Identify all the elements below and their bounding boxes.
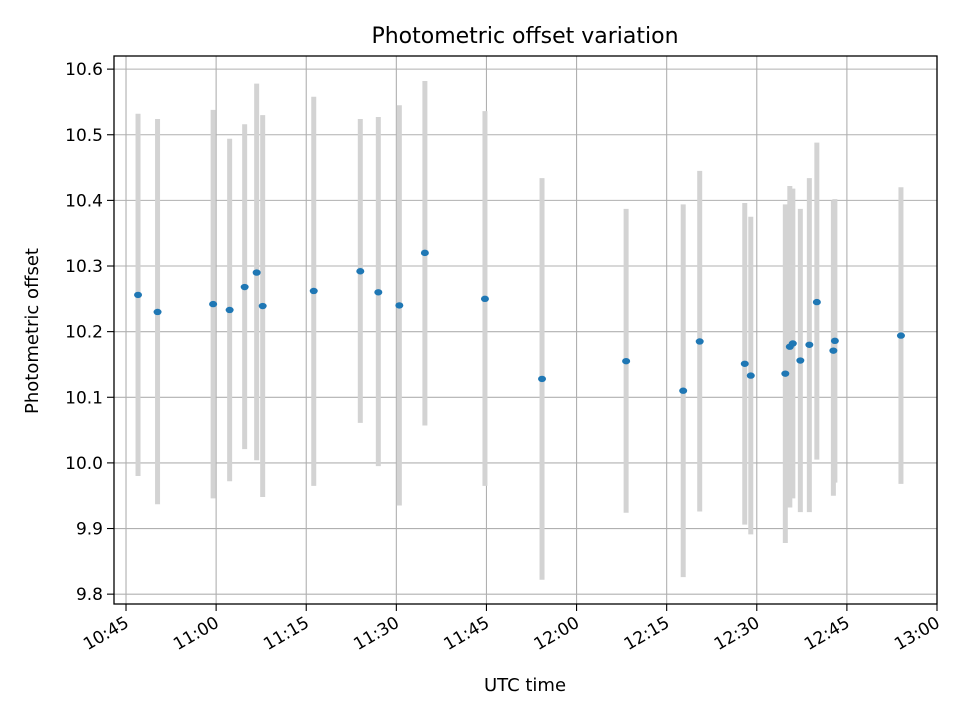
data-point xyxy=(788,340,797,347)
y-tick-label: 10.1 xyxy=(65,388,103,408)
x-axis-label: UTC time xyxy=(484,675,566,696)
data-point xyxy=(830,337,839,345)
data-point xyxy=(240,283,249,291)
data-point xyxy=(695,338,704,345)
plot-frame xyxy=(113,55,938,605)
y-axis-ticks: 9.8 9.9 10.0 10.1 10.2 10.3 10.4 10.5 10.6 xyxy=(65,60,114,605)
data-point xyxy=(356,268,365,275)
data-point xyxy=(258,302,267,310)
data-point xyxy=(622,357,631,365)
data-point xyxy=(812,298,821,306)
data-point xyxy=(679,387,688,394)
data-point xyxy=(896,332,905,339)
y-tick-label: 10.6 xyxy=(65,60,103,80)
data-point xyxy=(746,372,755,379)
data-point xyxy=(153,308,162,316)
y-tick-label: 10.4 xyxy=(65,191,103,211)
data-point xyxy=(252,269,261,276)
data-point xyxy=(796,357,805,364)
data-point xyxy=(805,341,814,348)
data-point xyxy=(740,360,749,367)
data-point xyxy=(309,287,318,295)
chart-title: Photometric offset variation xyxy=(371,24,678,49)
y-tick-label: 10.5 xyxy=(65,126,103,146)
data-point xyxy=(420,249,429,257)
y-tick-label: 10.3 xyxy=(65,257,103,277)
data-point xyxy=(374,289,383,296)
data-point xyxy=(829,347,838,354)
y-axis-label: Photometric offset xyxy=(22,248,43,414)
data-point xyxy=(209,300,218,308)
data-point xyxy=(395,302,404,309)
data-points xyxy=(134,249,905,394)
y-tick-label: 9.8 xyxy=(76,585,103,605)
data-point xyxy=(225,306,234,314)
data-point xyxy=(538,375,547,383)
y-tick-label: 10.2 xyxy=(65,323,103,343)
y-tick-label: 9.9 xyxy=(76,520,103,540)
data-point xyxy=(781,370,790,377)
data-point xyxy=(480,295,489,303)
y-tick-label: 10.0 xyxy=(65,454,103,474)
data-point xyxy=(134,291,143,299)
